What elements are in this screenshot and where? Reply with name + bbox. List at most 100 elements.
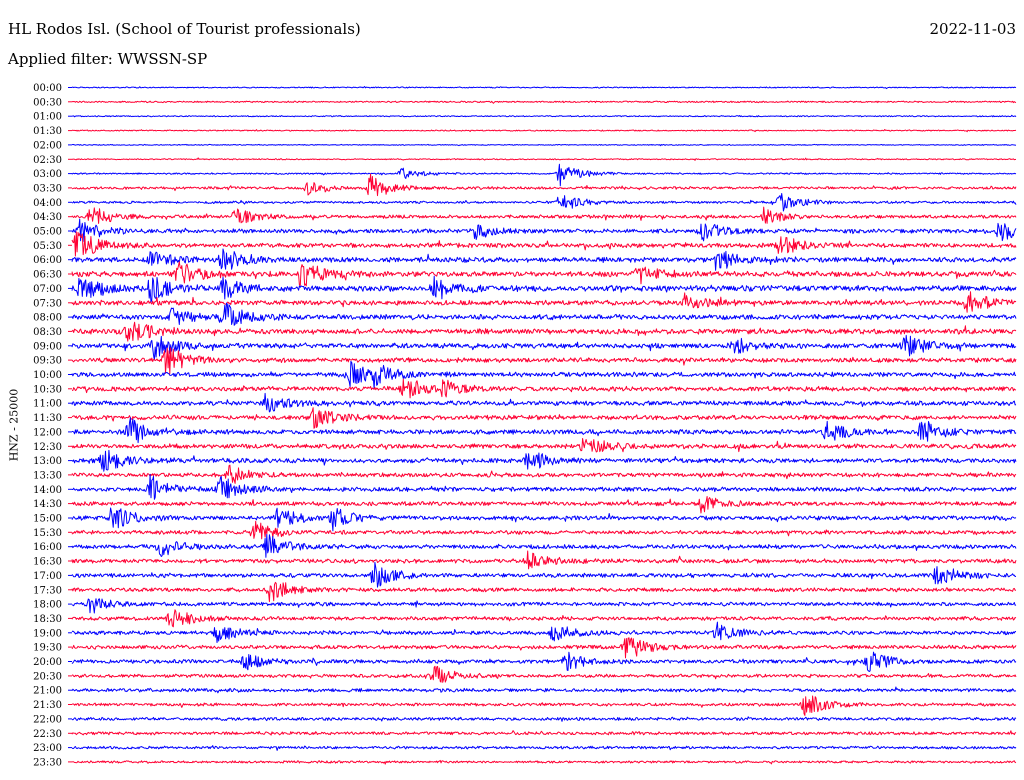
time-label: 23:30 [33,757,62,768]
time-label: 14:30 [33,499,62,510]
trace-row-2200 [71,716,1017,722]
time-label: 05:00 [33,227,62,238]
trace-row-0700 [71,275,1017,303]
trace-row-0430 [71,206,1017,224]
trace-row-1200 [71,417,1017,444]
trace-row-0600 [71,248,1017,271]
time-label: 10:00 [33,370,62,381]
trace-row-1630 [71,550,1017,570]
time-label: 15:00 [33,514,62,525]
time-label: 15:30 [33,528,62,539]
trace-row-0100 [71,114,1017,118]
trace-row-1230 [71,438,1017,453]
plot-date: 2022-11-03 [929,20,1016,38]
trace-row-2030 [71,665,1017,683]
trace-row-1530 [71,520,1017,540]
trace-row-1930 [71,637,1017,659]
time-label: 07:30 [33,298,62,309]
trace-row-1300 [71,449,1017,472]
time-label: 10:30 [33,384,62,395]
time-label: 21:00 [33,686,62,697]
trace-row-1100 [71,392,1017,413]
time-label: 20:00 [33,657,62,668]
trace-row-0730 [71,291,1017,313]
trace-row-1700 [71,561,1017,588]
trace-row-0630 [71,261,1017,287]
trace-row-0130 [71,129,1017,133]
trace-row-1800 [71,598,1017,614]
trace-row-1030 [72,378,1017,399]
time-label: 08:30 [33,327,62,338]
trace-row-2330 [71,759,1017,765]
time-label: 17:30 [33,585,62,596]
time-label: 16:00 [33,542,62,553]
trace-row-0330 [71,173,1017,197]
trace-row-2130 [71,695,1017,716]
trace-row-1130 [71,407,1017,429]
time-label: 08:00 [33,313,62,324]
time-label: 22:30 [33,729,62,740]
time-label: 18:00 [33,600,62,611]
trace-row-1730 [71,581,1016,603]
trace-row-0300 [71,163,1017,187]
trace-row-0500 [71,218,1017,242]
time-label: 00:00 [33,83,62,94]
time-label: 07:00 [33,284,62,295]
time-label: 05:30 [33,241,62,252]
time-label: 12:00 [33,427,62,438]
trace-row-0800 [71,302,1017,326]
time-label: 01:00 [33,112,62,123]
time-label: 22:00 [33,714,62,725]
trace-row-0400 [71,193,1017,212]
time-label: 03:30 [33,183,62,194]
trace-row-1330 [71,464,1017,484]
trace-row-1900 [71,621,1017,643]
trace-row-2000 [71,651,1017,672]
filter-label: Applied filter: WWSSN-SP [8,50,208,68]
trace-row-0230 [71,157,1017,161]
time-label: 20:30 [33,671,62,682]
time-label: 01:30 [33,126,62,137]
time-label: 02:00 [33,140,62,151]
trace-row-1500 [71,507,1017,532]
time-label: 09:00 [33,341,62,352]
time-label: 23:00 [33,743,62,754]
trace-row-0900 [71,334,1017,361]
time-label: 06:00 [33,255,62,266]
trace-row-1430 [71,496,1017,514]
time-label: 02:30 [33,155,62,166]
time-label: 09:30 [33,356,62,367]
time-label: 19:00 [33,628,62,639]
time-label: 04:00 [33,198,62,209]
trace-row-2230 [71,730,1017,736]
trace-row-2300 [71,745,1017,751]
time-label: 00:30 [33,97,62,108]
trace-row-1000 [71,360,1017,390]
time-label: 13:00 [33,456,62,467]
time-label: 21:30 [33,700,62,711]
time-label: 19:30 [33,643,62,654]
time-label: 11:00 [33,399,62,410]
trace-row-0000 [71,86,1017,90]
time-label: 03:00 [33,169,62,180]
trace-row-2100 [71,686,1017,694]
trace-row-0830 [71,321,1017,342]
trace-row-0200 [71,143,1017,147]
station-title: HL Rodos Isl. (School of Tourist profess… [8,20,361,38]
trace-row-1830 [71,609,1017,628]
time-label: 17:00 [33,571,62,582]
time-label: 12:30 [33,442,62,453]
trace-row-0930 [71,347,1017,375]
time-label: 06:30 [33,270,62,281]
time-label: 18:30 [33,614,62,625]
time-label: 16:30 [33,557,62,568]
trace-row-1400 [71,474,1017,500]
trace-row-1600 [71,534,1017,558]
time-label: 11:30 [33,413,62,424]
trace-row-0530 [71,231,1017,257]
time-label: 04:30 [33,212,62,223]
time-label: 13:30 [33,470,62,481]
time-label: 14:00 [33,485,62,496]
